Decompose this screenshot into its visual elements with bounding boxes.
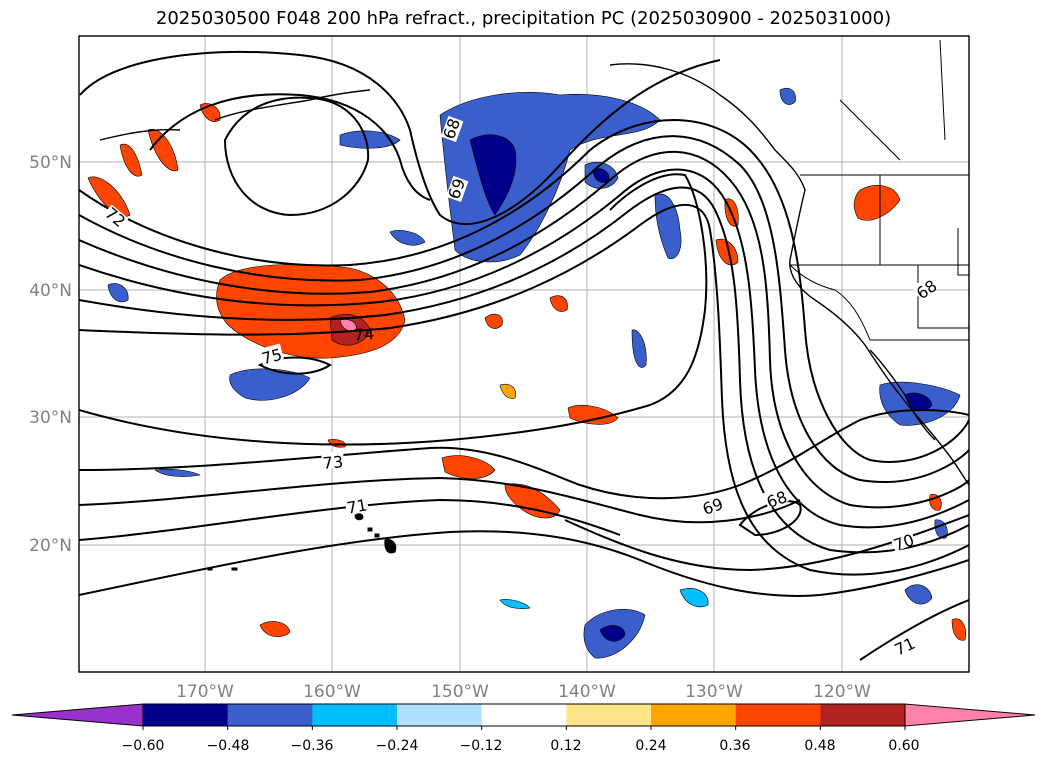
contour-label: 71 xyxy=(345,495,368,517)
colorbar-segment xyxy=(481,704,567,726)
latitude-labels: 50°N 40°N 30°N 20°N xyxy=(29,153,72,556)
colorbar-segment xyxy=(312,704,398,726)
colorbar-segment xyxy=(651,704,737,726)
islands xyxy=(207,513,397,571)
lon-label: 120°W xyxy=(813,682,871,702)
colorbar-tick-labels: −0.60 −0.48 −0.36 −0.24 −0.12 0.12 0.24 … xyxy=(122,738,920,754)
contour-label: 75 xyxy=(260,345,285,369)
colorbar: −0.60 −0.48 −0.36 −0.24 −0.12 0.12 0.24 … xyxy=(11,703,1036,754)
colorbar-tick-label: −0.36 xyxy=(291,738,334,754)
lon-label: 140°W xyxy=(558,682,616,702)
colorbar-segment xyxy=(735,704,821,726)
colorbar-segment xyxy=(820,704,906,726)
colorbar-tick-label: −0.48 xyxy=(207,738,250,754)
coastlines xyxy=(99,63,969,486)
map-title: 2025030500 F048 200 hPa refract., precip… xyxy=(155,8,892,29)
contour-label: 73 xyxy=(322,452,344,473)
colorbar-tick-label: −0.24 xyxy=(376,738,419,754)
lon-label: 150°W xyxy=(431,682,489,702)
colorbar-segment xyxy=(397,704,483,726)
colorbar-tick-label: 0.48 xyxy=(804,738,835,754)
colorbar-frame xyxy=(142,703,906,727)
longitude-labels: 170°W 160°W 150°W 140°W 130°W 120°W xyxy=(176,682,871,702)
map-frame xyxy=(78,35,970,673)
colorbar-segment xyxy=(143,704,229,726)
colorbar-segment xyxy=(566,704,652,726)
colorbar-extend-low xyxy=(11,703,144,727)
lon-label: 160°W xyxy=(303,682,361,702)
colorbar-segments xyxy=(11,703,1036,727)
lon-label: 130°W xyxy=(685,682,743,702)
lon-label: 170°W xyxy=(176,682,234,702)
lat-label: 20°N xyxy=(29,536,72,556)
colorbar-tick-label: −0.12 xyxy=(460,738,503,754)
colorbar-tick-label: −0.60 xyxy=(122,738,165,754)
colorbar-tick-label: 0.12 xyxy=(550,738,581,754)
contour-lines xyxy=(79,50,969,661)
colorbar-extend-high xyxy=(904,703,1036,727)
contour-label: 74 xyxy=(353,324,375,345)
lat-label: 50°N xyxy=(29,153,72,173)
colorbar-ticks xyxy=(142,726,906,730)
lat-label: 40°N xyxy=(29,281,72,301)
country-borders xyxy=(789,39,969,341)
colorbar-tick-label: 0.24 xyxy=(635,738,666,754)
colorbar-segment xyxy=(227,704,313,726)
colorbar-tick-label: 0.60 xyxy=(888,738,919,754)
colorbar-tick-label: 0.36 xyxy=(719,738,750,754)
lat-label: 30°N xyxy=(29,408,72,428)
